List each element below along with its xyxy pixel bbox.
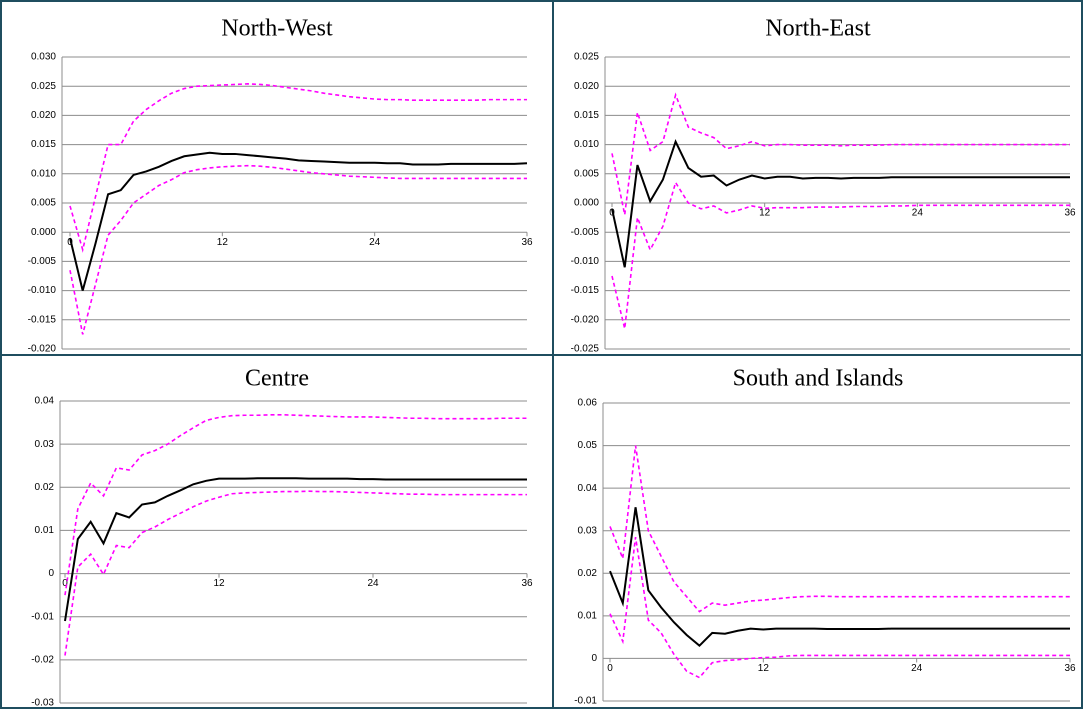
y-tick-label: 0.020 [31,110,56,121]
y-tick-label: 0.020 [574,81,599,92]
y-tick-label: 0.015 [574,110,599,121]
x-tick-label: 36 [521,578,533,589]
y-tick-label: -0.01 [31,611,54,622]
x-tick-label: 12 [758,663,770,674]
y-tick-label: 0.01 [35,525,55,536]
y-tick-label: -0.015 [28,314,57,325]
y-tick-label: 0.02 [578,568,598,579]
y-tick-label: -0.020 [571,314,600,325]
series-line [64,414,527,596]
x-tick-label: 36 [1064,208,1076,219]
y-tick-label: -0.005 [28,256,57,267]
x-tick-label: 0 [62,578,68,589]
x-tick-label: 24 [369,237,381,248]
series-line [609,445,1070,613]
y-tick-label: 0.04 [578,483,598,494]
y-tick-label: 0.000 [574,198,599,209]
y-tick-label: 0.025 [31,81,56,92]
y-tick-label: 0.05 [578,440,598,451]
series-line [69,164,527,335]
y-tick-label: 0.025 [574,52,599,63]
y-tick-label: 0.04 [35,396,55,407]
series-line [64,477,527,622]
y-tick-label: -0.005 [571,227,600,238]
series-line [69,151,528,291]
y-tick-label: -0.015 [571,285,600,296]
x-tick-label: 0 [607,663,613,674]
y-tick-label: 0.01 [578,610,598,621]
x-tick-label: 12 [759,208,771,219]
y-tick-label: 0.000 [31,227,56,238]
series-line [611,180,1070,329]
series-line [609,507,1070,648]
y-tick-label: 0 [48,568,54,579]
panel-title: South and Islands [733,366,904,392]
y-tick-label: 0.005 [574,168,599,179]
y-tick-label: 0.02 [35,482,55,493]
y-tick-label: -0.025 [571,344,600,355]
x-tick-label: 24 [911,663,923,674]
series-line [609,536,1070,679]
y-tick-label: 0.010 [31,168,56,179]
panel-title: North-West [221,16,333,42]
y-tick-label: 0.03 [578,525,598,536]
series-line [69,83,527,253]
y-tick-label: 0 [591,653,597,664]
y-tick-label: 0.06 [578,398,598,409]
panel-title: North-East [765,16,871,42]
series-line [611,139,1070,268]
x-tick-label: 36 [521,237,533,248]
y-tick-label: -0.020 [28,344,57,355]
y-tick-label: 0.030 [31,52,56,63]
y-tick-label: -0.01 [574,696,597,707]
y-tick-label: 0.03 [35,439,55,450]
y-tick-label: -0.010 [28,285,57,296]
y-tick-label: -0.010 [571,256,600,267]
x-tick-label: 12 [217,237,229,248]
series-line [611,92,1070,215]
y-tick-label: 0.005 [31,198,56,209]
x-tick-label: 36 [1064,663,1076,674]
x-tick-label: 24 [912,208,924,219]
y-tick-label: 0.010 [574,139,599,150]
series-line [64,490,527,656]
y-tick-label: -0.02 [31,654,54,665]
panel-title: Centre [245,366,309,392]
x-tick-label: 12 [213,578,225,589]
y-tick-label: 0.015 [31,139,56,150]
x-tick-label: 24 [367,578,379,589]
y-tick-label: -0.03 [31,698,54,709]
